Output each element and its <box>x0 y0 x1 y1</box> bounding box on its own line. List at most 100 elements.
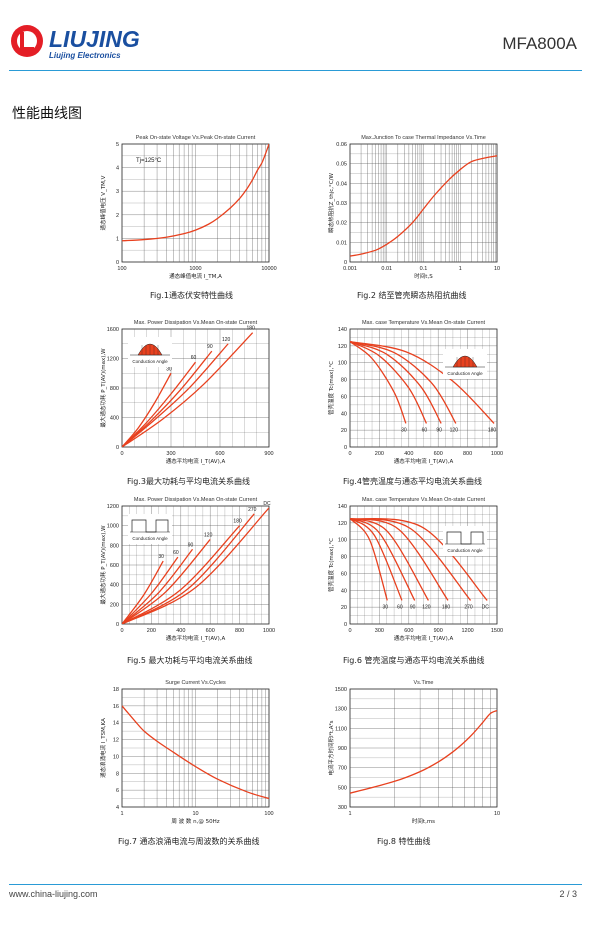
brand-subtitle: Liujing Electronics <box>49 51 121 60</box>
x-tick-label: 1200 <box>461 628 473 634</box>
x-tick-label: 0.01 <box>381 266 392 272</box>
series-label: 30 <box>166 366 172 372</box>
y-tick-label: 700 <box>338 766 347 772</box>
series-label: 180 <box>246 326 255 332</box>
y-tick-label: 3 <box>116 189 119 195</box>
chart-annotation: Tj=125°C <box>136 158 162 164</box>
y-tick-label: 500 <box>338 785 347 791</box>
x-tick-label: 900 <box>434 628 443 634</box>
caption-fig6: Fig.6 管壳温度与通态平均电流关系曲线 <box>343 656 485 665</box>
y-tick-label: 0.05 <box>336 162 347 168</box>
y-tick-label: 140 <box>338 327 347 333</box>
x-tick-label: 600 <box>206 628 215 634</box>
series-line-90 <box>122 548 194 624</box>
y-axis-label: 电流平方时间积I²t,A²s <box>327 720 335 775</box>
header-divider <box>9 70 582 71</box>
series-line-60 <box>122 361 197 447</box>
series-line-main <box>122 144 269 242</box>
x-tick-label: 100 <box>264 811 273 817</box>
series-line-180 <box>122 525 241 624</box>
chart-fig8: Vs.Time 1 10 300 500 700 900 1100 1300 1500 时间t,ms… <box>327 680 500 825</box>
x-axis-label: 时间t,S <box>414 272 433 280</box>
x-axis-label: 通态峰值电流 I_TM,A <box>169 272 222 280</box>
y-tick-label: 0.03 <box>336 201 347 207</box>
series-line-main <box>350 710 497 794</box>
y-tick-label: 300 <box>338 805 347 811</box>
page-header: LIUJING Liujing Electronics MFA800A <box>0 0 591 80</box>
product-code: MFA800A <box>502 34 577 53</box>
inset-label: Conduction Angle <box>447 371 483 376</box>
y-tick-label: 40 <box>341 411 347 417</box>
series-label: 60 <box>422 427 428 433</box>
y-axis-label: 最大通态功耗 P_T(AV)(max),W <box>99 348 107 428</box>
section-title: 性能曲线图 <box>12 106 82 122</box>
series-line-60 <box>350 518 403 601</box>
caption-fig8: Fig.8 特性曲线 <box>377 837 431 846</box>
y-tick-label: 0 <box>116 445 119 451</box>
series-label: 180 <box>488 427 497 433</box>
series-label: 30 <box>401 427 407 433</box>
caption-fig2: Fig.2 结至管壳瞬态热阻抗曲线 <box>357 291 467 300</box>
y-tick-label: 1200 <box>107 504 119 510</box>
x-tick-label: 600 <box>215 451 224 457</box>
x-tick-label: 10 <box>192 811 198 817</box>
x-tick-label: 10000 <box>261 266 276 272</box>
y-tick-label: 20 <box>341 428 347 434</box>
x-tick-label: 1000 <box>263 628 275 634</box>
x-tick-label: 400 <box>176 628 185 634</box>
x-tick-label: 1000 <box>491 451 503 457</box>
series-label: 90 <box>410 604 416 610</box>
y-axis-label: 瞬态热阻抗Z_thjc,°C/W <box>327 173 335 233</box>
chart-fig5: Max. Power Dissipation Vs.Mean On-state … <box>99 497 275 642</box>
y-tick-label: 60 <box>341 571 347 577</box>
series-line-DC <box>122 507 269 624</box>
y-tick-label: 900 <box>338 746 347 752</box>
x-tick-label: 200 <box>375 451 384 457</box>
x-tick-label: 100 <box>117 266 126 272</box>
y-axis-label: 通态浪涌电流 I_TSM,KA <box>99 718 107 778</box>
series-label: 180 <box>442 604 451 610</box>
x-tick-label: 10 <box>494 811 500 817</box>
series-label: 30 <box>382 604 388 610</box>
series-label: 60 <box>397 604 403 610</box>
y-tick-label: 400 <box>110 416 119 422</box>
y-tick-label: 0.01 <box>336 240 347 246</box>
chart-fig2: Max.Junction To case Thermal Impedance V… <box>327 135 500 280</box>
y-tick-label: 4 <box>116 805 119 811</box>
series-line-120 <box>350 341 457 424</box>
y-tick-label: 0.02 <box>336 221 347 227</box>
series-line-main <box>122 705 269 800</box>
x-axis-label: 通态平均电流 I_T(AV),A <box>394 457 454 465</box>
x-tick-label: 300 <box>375 628 384 634</box>
x-tick-label: 600 <box>404 628 413 634</box>
y-tick-label: 8 <box>116 771 119 777</box>
series-label: 120 <box>222 337 231 343</box>
y-tick-label: 0.04 <box>336 181 347 187</box>
footer-url[interactable]: www.china-liujing.com <box>9 889 98 899</box>
chart-fig6: Max. case Temperature Vs.Mean On-state C… <box>327 497 503 642</box>
y-tick-label: 16 <box>113 704 119 710</box>
series-line-30 <box>350 341 407 424</box>
y-tick-label: 1 <box>116 236 119 242</box>
series-label: 90 <box>188 542 194 548</box>
inset-label: Conduction Angle <box>132 536 168 541</box>
y-tick-label: 140 <box>338 504 347 510</box>
y-tick-label: 18 <box>113 687 119 693</box>
x-tick-label: 0 <box>120 451 123 457</box>
y-tick-label: 4 <box>116 166 119 172</box>
y-tick-label: 5 <box>116 142 119 148</box>
chart-title: Max. case Temperature Vs.Mean On-state C… <box>362 320 486 326</box>
y-tick-label: 60 <box>341 394 347 400</box>
series-label: 120 <box>450 427 459 433</box>
inset-label: Conduction Angle <box>132 359 168 364</box>
y-axis-label: 管壳温度 Tc(max),°C <box>327 538 335 592</box>
y-tick-label: 6 <box>116 788 119 794</box>
x-tick-label: 1 <box>459 266 462 272</box>
y-tick-label: 600 <box>110 563 119 569</box>
square-waveform-icon: Conduction Angle <box>128 514 172 544</box>
x-tick-label: 10 <box>494 266 500 272</box>
y-tick-label: 0 <box>116 622 119 628</box>
grid-lines <box>122 689 269 807</box>
chart-fig1: Peak On-state Voltage Vs.Peak On-state C… <box>99 135 277 280</box>
x-tick-label: 0.001 <box>343 266 357 272</box>
